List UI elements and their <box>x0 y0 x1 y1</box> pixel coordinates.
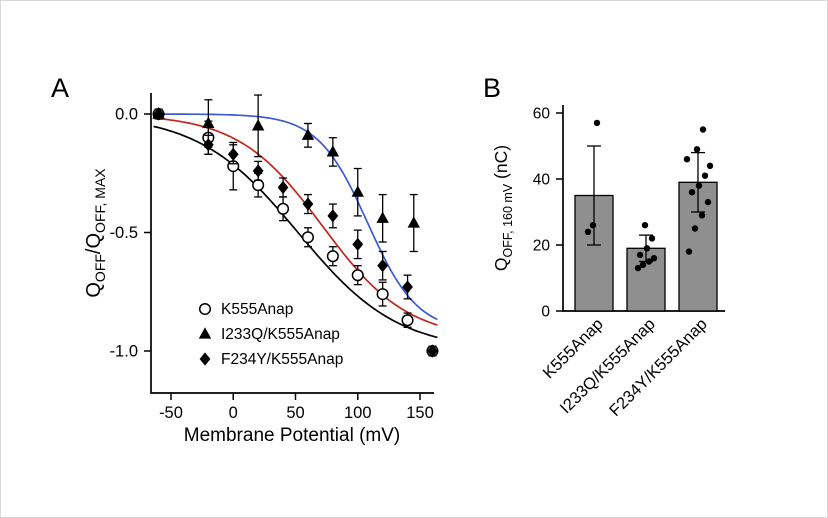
legend-label: I233Q/K555Anap <box>221 326 340 343</box>
series-k555anap <box>152 107 439 358</box>
x-tick-label: 100 <box>344 404 372 422</box>
y-tick-label: 40 <box>533 172 551 189</box>
x-tick-label: -50 <box>159 404 183 422</box>
marker-diamond-icon <box>352 237 364 251</box>
marker-diamond-icon <box>277 180 289 195</box>
y-axis-ticks: 0 20 40 60 <box>533 106 563 321</box>
scatter-point <box>693 146 701 153</box>
category-label-group: I233Q/K555Anap <box>557 315 659 417</box>
y-axis-ticks: 0.0 -0.5 -1.0 <box>110 106 151 361</box>
marker-circle-open-icon <box>376 288 389 301</box>
fit-curve-f234y-k555anap <box>153 117 438 326</box>
marker-diamond-icon <box>327 209 339 223</box>
scatter-point <box>699 126 707 133</box>
scatter-point <box>636 251 644 259</box>
marker-triangle-icon <box>326 145 340 157</box>
marker-diamond-icon <box>202 138 214 152</box>
panel-a-plot: -50 0 50 100 150 0.0 -0.5 -1.0 K555Anap I233Q/K55… <box>83 93 439 446</box>
marker-diamond-icon <box>302 197 314 211</box>
marker-diamond-icon <box>153 107 164 121</box>
panel-a-y-axis-title-text: QOFF/QOFF, MAX <box>83 168 108 298</box>
panel-b-y-axis-title: QOFF, 160 mV (nC) <box>491 145 515 271</box>
scatter-point <box>641 222 649 229</box>
bar-group-f234y-k555anap <box>678 126 718 312</box>
scatter-point <box>701 172 709 179</box>
marker-circle-open-icon <box>277 202 290 215</box>
x-tick-label: 0 <box>229 404 238 422</box>
category-label: I233Q/K555Anap <box>557 315 659 417</box>
marker-triangle-icon <box>376 211 389 223</box>
category-label: F234Y/K555Anap <box>606 315 711 420</box>
y-tick-label: 60 <box>533 106 551 123</box>
marker-triangle-icon <box>407 216 420 228</box>
y-tick-label: -1.0 <box>110 343 138 361</box>
marker-diamond-icon <box>199 352 211 366</box>
scatter-point <box>695 182 703 189</box>
y-tick-label: 20 <box>533 238 551 255</box>
scatter-point <box>634 264 642 272</box>
scatter-point <box>683 156 691 163</box>
scatter-point <box>688 189 696 196</box>
series-i233q-k555anap <box>152 94 420 253</box>
scatter-point <box>648 235 656 242</box>
scatter-point <box>704 198 712 206</box>
panel-b-label: B <box>483 73 502 103</box>
scatter-point <box>706 162 714 169</box>
marker-diamond-icon <box>252 164 264 178</box>
scatter-point <box>589 222 597 229</box>
bar-group-i233q-k555anap <box>626 222 666 312</box>
panel-b-y-axis-title-text: QOFF, 160 mV (nC) <box>491 145 515 271</box>
marker-triangle-icon <box>251 119 265 131</box>
marker-diamond-icon <box>427 344 438 358</box>
panel-a-y-axis-title: QOFF/QOFF, MAX <box>83 168 108 298</box>
bar-group-k555anap <box>574 119 614 312</box>
marker-triangle-icon <box>351 185 364 197</box>
marker-diamond-icon <box>402 280 413 294</box>
scatter-point <box>643 245 651 252</box>
fit-curve-k555anap <box>153 125 438 339</box>
marker-circle-open-icon <box>351 269 364 282</box>
legend-label: K555Anap <box>221 301 293 318</box>
fit-curve-i233q-k555anap <box>153 113 438 321</box>
series-f234y-k555anap <box>153 107 438 358</box>
panel-a-label: A <box>51 73 70 103</box>
scatter-point <box>593 119 601 127</box>
panel-a-x-axis-title: Membrane Potential (mV) <box>184 425 400 446</box>
x-tick-label: 150 <box>406 404 434 422</box>
bar <box>574 194 614 312</box>
category-label-group: F234Y/K555Anap <box>606 315 711 420</box>
marker-triangle-icon <box>202 116 215 129</box>
y-tick-label: 0.0 <box>115 106 138 124</box>
scatter-point <box>685 248 693 255</box>
scatter-point <box>639 261 647 268</box>
y-tick-label: 0 <box>541 304 550 321</box>
marker-triangle-icon <box>198 327 212 339</box>
scatter-point <box>698 212 706 219</box>
marker-circle-open-icon <box>326 250 339 263</box>
scatter-point <box>584 228 592 235</box>
scatter-point <box>645 258 653 265</box>
y-tick-label: -0.5 <box>110 224 138 242</box>
legend-label: F234Y/K555Anap <box>221 351 343 368</box>
x-tick-label: 50 <box>286 404 304 422</box>
x-axis-ticks: -50 0 50 100 150 <box>159 393 434 422</box>
legend: K555Anap I233Q/K555Anap F234Y/K555Anap <box>198 301 343 368</box>
marker-diamond-icon <box>227 147 239 161</box>
marker-circle-open-icon <box>198 302 212 316</box>
panel-a-axes <box>150 93 434 394</box>
marker-circle-open-icon <box>401 314 414 327</box>
marker-triangle-icon <box>301 128 315 140</box>
panel-b-plot: 0204060K555AnapI233Q/K555AnapF234Y/K555A… <box>491 105 725 420</box>
scatter-point <box>691 225 699 232</box>
marker-circle-open-icon <box>301 231 315 244</box>
marker-diamond-icon <box>377 259 389 273</box>
scatter-point <box>650 255 658 262</box>
marker-circle-open-icon <box>252 179 265 192</box>
